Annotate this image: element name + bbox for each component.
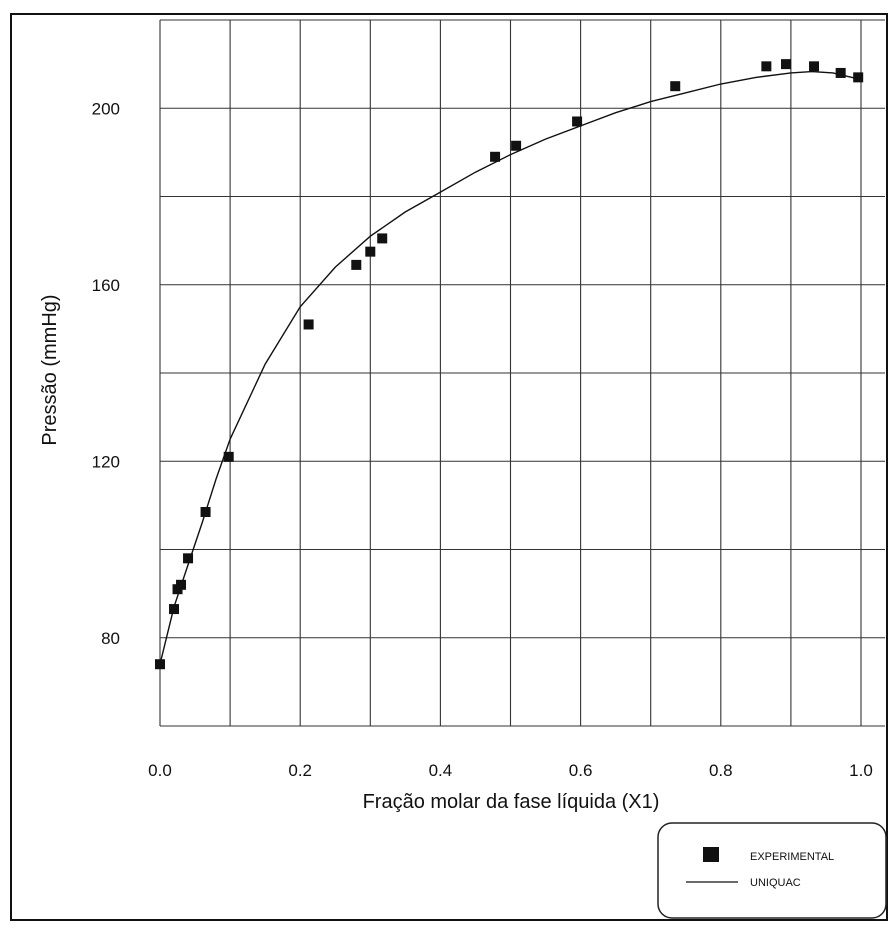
experimental-point: [761, 61, 772, 72]
experimental-point: [155, 659, 165, 670]
experimental-point: [200, 506, 211, 517]
experimental-point: [183, 553, 194, 564]
experimental-point: [809, 61, 820, 72]
x-tick-label: 0.0: [148, 761, 172, 780]
y-tick-label: 80: [101, 629, 120, 648]
x-tick-label: 1.0: [849, 761, 873, 780]
y-tick-label: 160: [92, 276, 120, 295]
experimental-point: [351, 259, 362, 270]
experimental-point: [511, 140, 522, 151]
legend-label-experimental: EXPERIMENTAL: [750, 851, 834, 863]
experimental-point: [670, 81, 681, 92]
experimental-point: [169, 604, 180, 615]
y-tick-label: 200: [92, 99, 120, 118]
x-axis-title: Fração molar da fase líquida (X1): [363, 791, 660, 813]
experimental-point: [303, 319, 314, 330]
x-tick-label: 0.8: [709, 761, 733, 780]
experimental-point: [780, 59, 791, 70]
uniquac-curve-group: [159, 70, 862, 665]
y-tick-label: 120: [92, 452, 120, 471]
experimental-point: [835, 67, 846, 78]
tick-labels: 0.0 0.2 0.4 0.6 0.8 1.0 80 120 160 200: [92, 99, 873, 780]
experimental-point: [490, 151, 501, 162]
chart-frame: [10, 13, 888, 921]
legend-box: [657, 822, 887, 919]
experimental-point: [223, 451, 234, 462]
x-tick-label: 0.2: [288, 761, 312, 780]
experimental-point: [377, 233, 388, 244]
experimental-point: [176, 579, 187, 590]
y-axis-title: Pressão (mmHg): [39, 294, 61, 445]
x-tick-label: 0.4: [429, 761, 453, 780]
experimental-point: [572, 116, 583, 127]
x-tick-label: 0.6: [569, 761, 593, 780]
grid: [159, 19, 885, 727]
legend-marker-experimental: [703, 847, 719, 862]
legend: EXPERIMENTAL UNIQUAC: [657, 822, 887, 919]
experimental-point: [365, 246, 376, 257]
experimental-points-group: [155, 59, 864, 670]
experimental-point: [853, 72, 864, 83]
uniquac-line: [159, 70, 862, 665]
legend-label-uniquac: UNIQUAC: [750, 877, 801, 889]
